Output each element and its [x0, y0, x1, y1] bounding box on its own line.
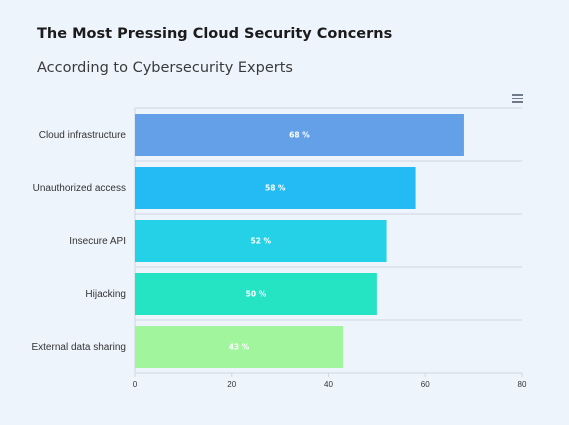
x-tick-label: 20 — [227, 380, 236, 389]
data-label: 50 % — [246, 290, 267, 299]
data-label: 52 % — [250, 237, 271, 246]
chart-subtitle: According to Cybersecurity Experts — [37, 60, 293, 76]
bar[interactable] — [135, 167, 416, 209]
bar-layer: 68 % 58 % 52 % 50 % 43 % — [135, 114, 464, 368]
bar[interactable] — [135, 220, 387, 262]
data-label: 58 % — [265, 184, 286, 193]
bar[interactable] — [135, 326, 344, 368]
x-tick-label: 40 — [324, 380, 333, 389]
category-label: Hijacking — [85, 289, 126, 300]
bar[interactable] — [135, 114, 464, 156]
category-label: Insecure API — [69, 236, 126, 247]
hamburger-menu-icon[interactable] — [512, 94, 523, 103]
category-label: Cloud infrastructure — [39, 130, 127, 141]
data-label: 68 % — [289, 131, 310, 140]
category-label: External data sharing — [31, 342, 126, 353]
x-tick-label: 0 — [133, 380, 138, 389]
chart-title: The Most Pressing Cloud Security Concern… — [37, 26, 393, 42]
x-tick-label: 80 — [518, 380, 527, 389]
data-label: 43 % — [229, 343, 250, 352]
category-label: Unauthorized access — [33, 183, 126, 194]
x-axis: Cloud infrastructure Unauthorized access I… — [31, 130, 527, 389]
x-tick-label: 60 — [421, 380, 430, 389]
bar[interactable] — [135, 273, 377, 315]
